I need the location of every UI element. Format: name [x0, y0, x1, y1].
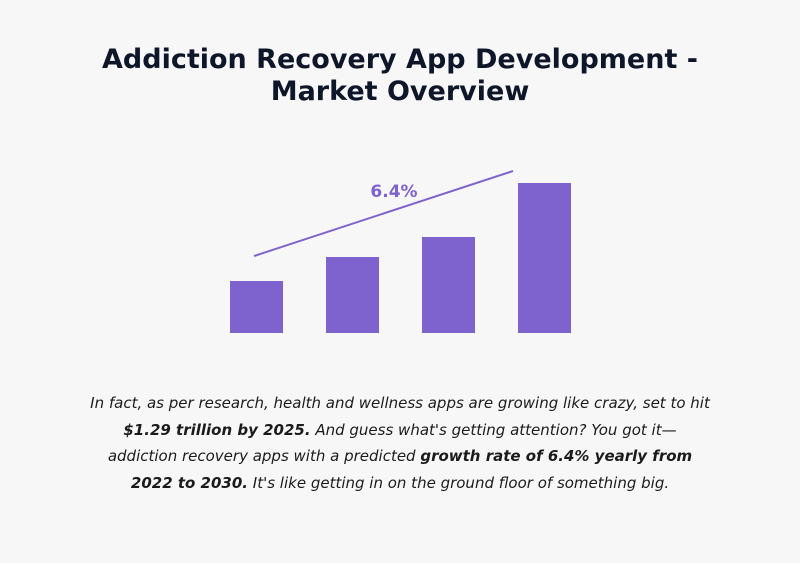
title-line-2: Market Overview: [270, 76, 530, 107]
growth-bar-chart: 6.4%: [230, 170, 571, 333]
description-highlight-2: growth rate of 6.4% yearly from 2022 to …: [130, 447, 693, 492]
page-title: Addiction Recovery App Development - Mar…: [0, 44, 800, 108]
description-text-3: It's like getting in on the ground floor…: [248, 473, 670, 492]
trend-label: 6.4%: [370, 182, 417, 202]
title-line-1: Addiction Recovery App Development -: [102, 44, 698, 75]
description-text-2: And guess what's getting attention? You …: [107, 420, 677, 466]
trend-line: [253, 170, 514, 257]
bars-group: [230, 183, 571, 333]
bar-1: [230, 281, 283, 333]
description-paragraph: In fact, as per research, health and wel…: [90, 390, 710, 496]
bar-4: [518, 183, 571, 333]
bar-2: [326, 257, 379, 333]
description-highlight-1: $1.29 trillion by 2025.: [123, 420, 311, 439]
bar-3: [422, 237, 475, 333]
description-text-1: In fact, as per research, health and wel…: [90, 394, 710, 412]
